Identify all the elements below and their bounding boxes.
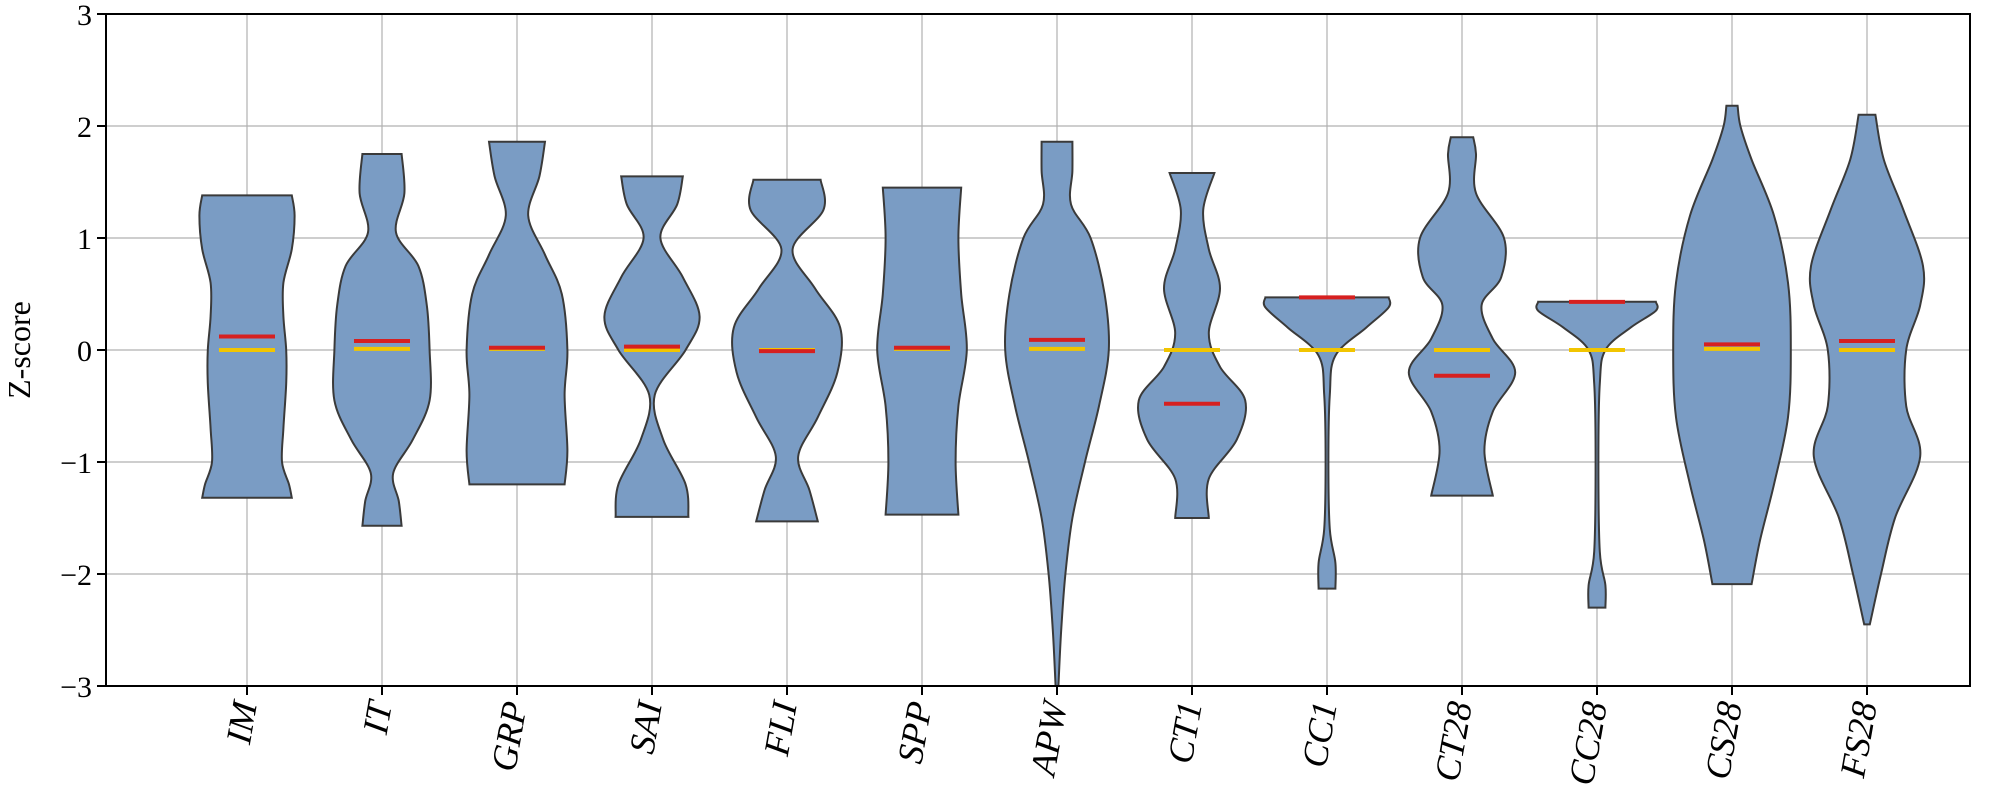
x-tick-label-grp: GRP [483, 698, 535, 774]
x-tick-label-spp: SPP [890, 698, 940, 766]
y-tick-label: 0 [77, 335, 92, 368]
violin-ct1 [1137, 172, 1247, 519]
x-tick-label-im: IM [218, 696, 265, 747]
y-axis-label: Z-score [1, 301, 37, 399]
violin-apw [1003, 140, 1111, 687]
violin-fs28 [1808, 113, 1926, 626]
violins [198, 104, 1926, 687]
x-tick-label-ct28: CT28 [1427, 698, 1480, 784]
x-tick-label-ct1: CT1 [1160, 698, 1210, 766]
x-axis-ticks: IM IT GRP SAI FLI SPP APW CT1 CC1 CT28 CC28 CS28 FS2… [218, 686, 1885, 788]
y-tick-label: −1 [60, 447, 92, 480]
violin-im [198, 194, 296, 499]
y-tick-label: −3 [60, 671, 92, 704]
y-tick-label: 3 [77, 0, 92, 32]
y-tick-label: 1 [77, 223, 92, 256]
x-tick-label-it: IT [355, 696, 401, 738]
x-tick-label-fs28: FS28 [1832, 698, 1885, 781]
violin-grp [465, 140, 569, 486]
x-tick-label-apw: APW [1022, 695, 1075, 780]
y-axis-ticks: 3 2 1 0 −1 −2 −3 [60, 0, 106, 704]
x-tick-label-fli: FLI [756, 696, 805, 759]
x-tick-label-cc28: CC28 [1561, 698, 1615, 788]
x-tick-label-cc1: CC1 [1294, 698, 1345, 770]
x-tick-label-sai: SAI [621, 696, 670, 756]
y-tick-label: −2 [60, 559, 92, 592]
violin-ct28 [1407, 136, 1517, 497]
x-tick-label-cs28: CS28 [1697, 698, 1750, 782]
violin-spp [876, 186, 968, 516]
y-tick-label: 2 [77, 111, 92, 144]
violin-cc1 [1262, 296, 1392, 590]
mean-median-markers [219, 295, 1895, 406]
violin-cc28 [1535, 300, 1659, 609]
